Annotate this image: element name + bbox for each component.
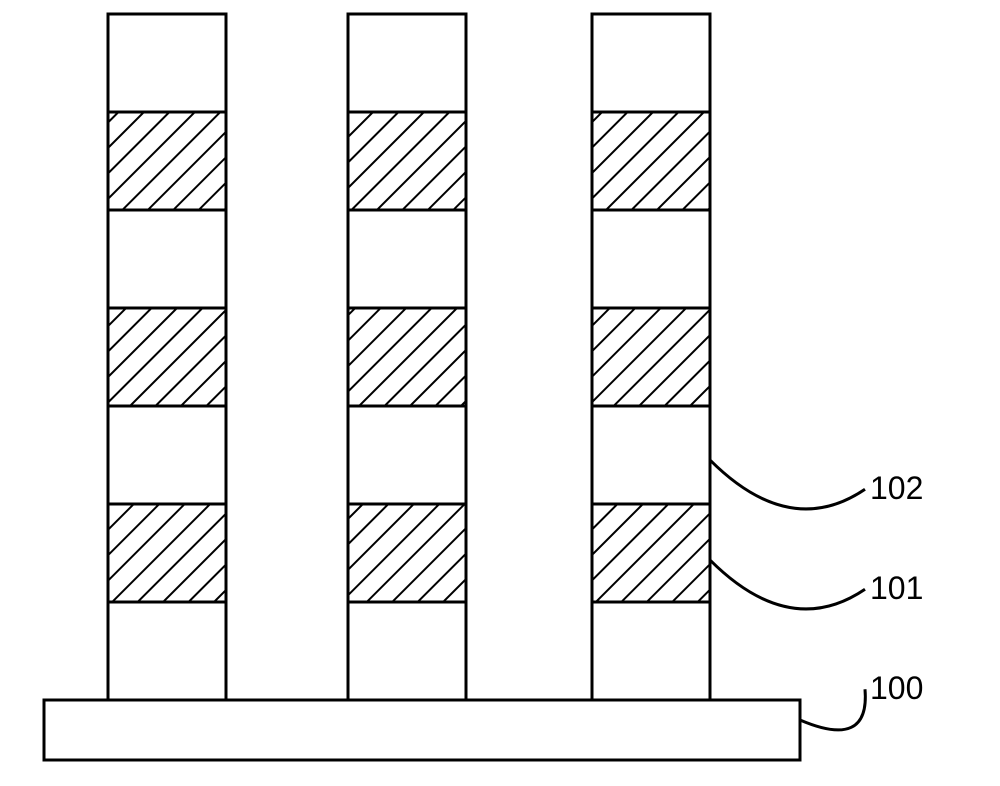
label-102: 102: [870, 470, 923, 507]
structural-diagram: [0, 0, 1000, 781]
label-100: 100: [870, 670, 923, 707]
diagram-svg: [0, 0, 1000, 781]
label-101: 101: [870, 570, 923, 607]
